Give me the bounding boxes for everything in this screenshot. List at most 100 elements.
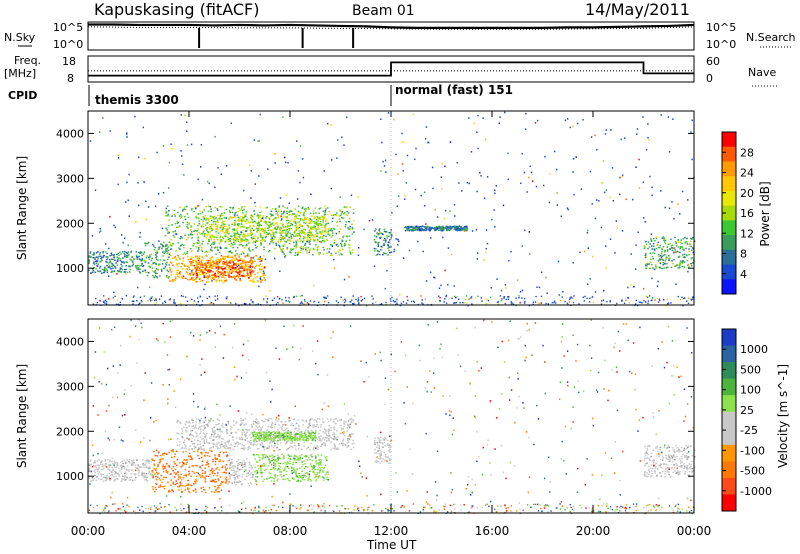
time-tick-label-0: 00:00 — [71, 524, 106, 538]
date-title: 14/May/2011 — [585, 0, 690, 19]
velocity-ytick-label-3: 4000 — [56, 335, 84, 348]
velocity-region-3 — [252, 453, 329, 482]
velocity-colorbar-swatch-7 — [722, 444, 736, 462]
power-colorbar-swatch-2 — [722, 161, 736, 177]
time-ticks: 00:00 04:00 08:00 12:00 16:00 20:00 00:00 — [71, 111, 712, 538]
velocity-colorbar-frame — [721, 328, 737, 512]
power-colorbar-tick-label-0: 28 — [740, 146, 754, 159]
power-colorbar-swatch-4 — [722, 190, 736, 207]
nsky-tick-bottom: 10^0 — [53, 38, 83, 51]
velocity-colorbar-tick-label-7: -1000 — [740, 485, 772, 498]
power-colorbar-swatch-5 — [722, 205, 736, 221]
velocity-layer — [88, 319, 696, 515]
velocity-colorbar-tick-label-2: 100 — [740, 384, 761, 397]
noise-series-nsky — [88, 23, 695, 29]
time-tick-label-4: 16:00 — [475, 524, 510, 538]
power-colorbar-swatch-0 — [722, 132, 736, 148]
power-colorbar-swatch-7 — [722, 235, 736, 251]
power-ytick-label-3: 4000 — [56, 127, 84, 140]
velocity-region-0 — [88, 458, 152, 482]
nsky-tick-top: 10^5 — [53, 21, 83, 34]
power-colorbar-tick-label-1: 24 — [740, 167, 754, 180]
power-colorbar-tick-label-6: 4 — [740, 268, 747, 281]
nave-tick-bottom: 0 — [706, 72, 713, 85]
cpid-label: CPID — [8, 89, 37, 102]
power-y-ticks: 1000 2000 3000 4000 — [56, 127, 694, 275]
power-colorbar-swatch-8 — [722, 249, 736, 266]
cpid-segment-1: themis 3300 — [95, 93, 179, 107]
power-ytick-label-1: 2000 — [56, 217, 84, 230]
velocity-ytick-label-1: 2000 — [56, 425, 84, 438]
velocity-colorbar-swatch-1 — [722, 345, 736, 363]
power-colorbar-tick-label-3: 16 — [740, 207, 754, 220]
power-ytick-label-2: 3000 — [56, 172, 84, 185]
time-tick-label-5: 20:00 — [576, 524, 611, 538]
power-scatter — [89, 111, 695, 307]
velocity-colorbar-swatch-6 — [722, 428, 736, 446]
velocity-colorbar-swatch-3 — [722, 378, 736, 396]
nsky-label: N.Sky — [4, 31, 36, 44]
velocity-colorbar-label: Velocity [m s^-1] — [776, 364, 790, 468]
freq-series — [88, 61, 694, 77]
velocity-colorbar-swatch-2 — [722, 362, 736, 380]
velocity-colorbar-tick-label-0: 1000 — [740, 343, 768, 356]
power-region-8 — [643, 236, 696, 270]
beam-title: Beam 01 — [352, 3, 415, 19]
velocity-colorbar-swatch-5 — [722, 411, 736, 429]
velocity-colorbar-swatch-8 — [722, 461, 736, 479]
power-region-0 — [88, 250, 145, 274]
velocity-colorbar-tick-label-4: -25 — [740, 424, 758, 437]
power-colorbar-swatch-1 — [722, 146, 736, 162]
nave-tick-top: 60 — [706, 55, 720, 68]
time-tick-label-1: 04:00 — [172, 524, 207, 538]
freq-tick-top: 18 — [62, 55, 76, 68]
noise-panel-frame — [87, 21, 695, 51]
time-tick-label-2: 08:00 — [273, 524, 308, 538]
nsearch-label: N.Search — [746, 31, 796, 44]
velocity-colorbar-swatch-9 — [722, 477, 736, 495]
power-region-6 — [373, 228, 393, 256]
nsearch-tick-top: 10^5 — [706, 21, 736, 34]
power-range-axis-label: Slant Range [km] — [15, 156, 29, 260]
velocity-y-ticks: 1000 2000 3000 4000 — [56, 335, 694, 483]
noise-layer — [87, 23, 695, 48]
power-colorbar-swatch-3 — [722, 176, 736, 192]
freq-tick-bottom: 8 — [67, 72, 74, 85]
freq-panel-frame — [87, 55, 695, 83]
freq-layer — [88, 61, 694, 77]
power-colorbar-label: Power [dB] — [758, 181, 772, 246]
time-axis-label: Time UT — [366, 538, 417, 552]
velocity-region-7 — [643, 444, 696, 478]
power-colorbar: 28 24 20 16 12 8 4 — [721, 131, 754, 295]
velocity-colorbar-tick-label-6: -500 — [740, 465, 765, 478]
power-colorbar-tick-label-4: 12 — [740, 227, 754, 240]
cpid-segment-2: normal (fast) 151 — [395, 83, 513, 97]
power-colorbar-swatch-9 — [722, 264, 736, 280]
velocity-region-1 — [151, 449, 229, 494]
power-region-7 — [403, 225, 469, 232]
freq-unit-label: [MHz] — [4, 67, 36, 80]
time-tick-label-3: 12:00 — [374, 524, 409, 538]
power-colorbar-tick-label-5: 8 — [740, 248, 747, 261]
velocity-region-6 — [373, 435, 392, 464]
velocity-colorbar-tick-label-1: 500 — [740, 363, 761, 376]
power-region-3 — [189, 259, 254, 279]
station-title: Kapuskasing (fitACF) — [94, 0, 259, 19]
velocity-range-axis-label: Slant Range [km] — [15, 364, 29, 468]
power-colorbar-swatch-6 — [722, 220, 736, 236]
freq-label: Freq. — [14, 54, 41, 67]
velocity-scatter — [88, 319, 695, 515]
velocity-colorbar-swatch-0 — [722, 329, 736, 347]
power-colorbar-swatch-10 — [722, 279, 736, 295]
velocity-ytick-label-0: 1000 — [56, 470, 84, 483]
power-ytick-label-0: 1000 — [56, 262, 84, 275]
velocity-colorbar-swatch-10 — [722, 494, 736, 512]
velocity-region-4 — [176, 417, 355, 451]
velocity-ytick-label-2: 3000 — [56, 380, 84, 393]
velocity-region-5 — [252, 431, 317, 442]
nave-label: Nave — [748, 66, 776, 79]
velocity-colorbar-tick-label-5: -100 — [740, 444, 765, 457]
time-tick-label-6: 00:00 — [677, 524, 712, 538]
velocity-colorbar-swatch-4 — [722, 395, 736, 413]
